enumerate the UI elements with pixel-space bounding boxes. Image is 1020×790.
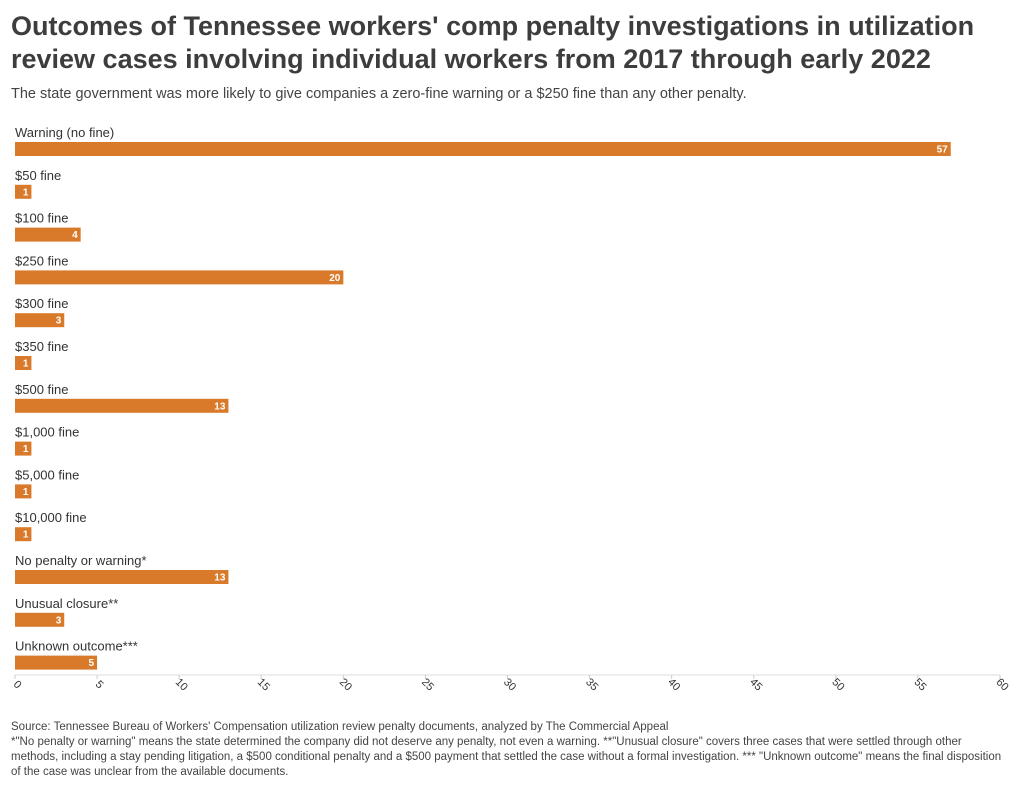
value-label: 57 xyxy=(937,145,949,156)
category-label: No penalty or warning* xyxy=(15,553,147,568)
x-tick-label: 25 xyxy=(419,676,436,693)
x-tick-label: 5 xyxy=(93,678,106,691)
category-label: $300 fine xyxy=(15,296,69,311)
x-tick-label: 30 xyxy=(501,676,518,693)
x-tick-label: 0 xyxy=(11,678,24,691)
value-label: 3 xyxy=(56,615,62,626)
value-label: 1 xyxy=(23,487,29,498)
x-tick-label: 15 xyxy=(255,676,272,693)
bar xyxy=(15,356,32,370)
x-tick-label: 60 xyxy=(994,676,1011,693)
bar xyxy=(15,484,32,499)
x-tick-label: 10 xyxy=(173,676,190,693)
footnotes: *"No penalty or warning" means the state… xyxy=(11,736,1002,778)
category-label: Unknown outcome*** xyxy=(15,639,138,654)
bar xyxy=(15,184,32,199)
bar xyxy=(15,612,65,627)
category-label: Unusual closure** xyxy=(15,596,118,611)
chart-title: Outcomes of Tennessee workers' comp pena… xyxy=(11,11,975,74)
x-tick-label: 35 xyxy=(583,676,600,693)
value-label: 3 xyxy=(56,316,62,327)
chart-subtitle: The state government was more likely to … xyxy=(11,86,747,102)
bar xyxy=(15,270,344,285)
category-label: $1,000 fine xyxy=(15,425,79,440)
x-tick-label: 50 xyxy=(829,676,846,693)
value-label: 20 xyxy=(329,273,341,284)
x-tick-label: 20 xyxy=(337,676,354,693)
category-label: $10,000 fine xyxy=(15,510,87,525)
category-label: Warning (no fine) xyxy=(15,125,114,140)
value-label: 4 xyxy=(72,230,78,241)
value-label: 1 xyxy=(23,530,29,541)
value-label: 13 xyxy=(214,573,226,584)
value-label: 13 xyxy=(214,401,226,412)
bar xyxy=(15,655,98,670)
bar xyxy=(15,313,65,328)
value-label: 1 xyxy=(23,359,29,370)
x-tick-label: 40 xyxy=(665,676,682,693)
category-label: $100 fine xyxy=(15,211,69,226)
bar xyxy=(15,142,951,156)
value-label: 5 xyxy=(89,658,95,669)
value-label: 1 xyxy=(23,444,29,455)
category-label: $5,000 fine xyxy=(15,467,79,482)
category-label: $350 fine xyxy=(15,339,69,354)
category-label: $250 fine xyxy=(15,253,69,268)
bar xyxy=(15,227,81,242)
x-tick-label: 55 xyxy=(911,676,928,693)
value-label: 1 xyxy=(23,187,29,198)
category-label: $50 fine xyxy=(15,168,61,183)
bar xyxy=(15,570,229,584)
x-tick-label: 45 xyxy=(747,676,764,693)
category-label: $500 fine xyxy=(15,382,69,397)
chart-footer: Source: Tennessee Bureau of Workers' Com… xyxy=(11,720,1011,780)
bar xyxy=(15,398,229,413)
bar xyxy=(15,441,32,456)
bar xyxy=(15,527,32,542)
source-note: Source: Tennessee Bureau of Workers' Com… xyxy=(11,721,669,733)
